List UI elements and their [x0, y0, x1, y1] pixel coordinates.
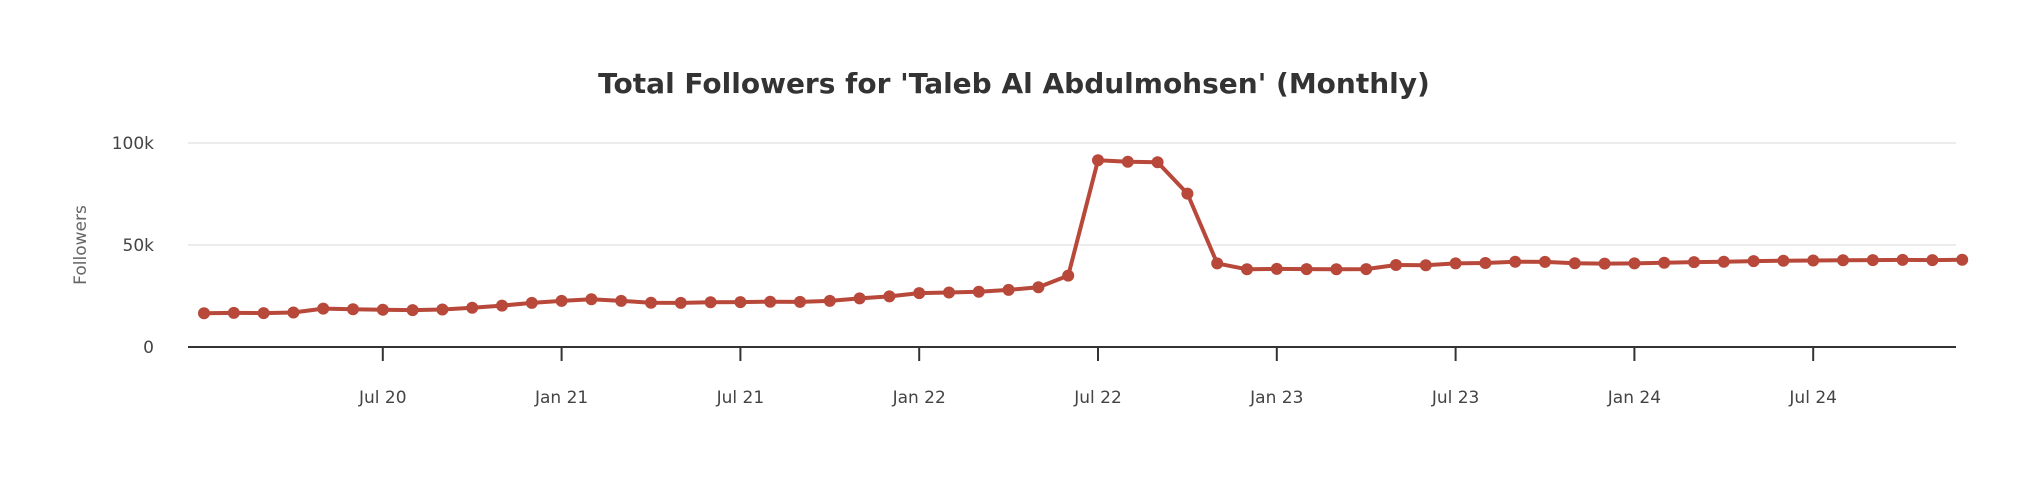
data-point	[1300, 263, 1313, 276]
data-point	[734, 296, 747, 309]
data-point	[1509, 255, 1522, 268]
x-axis-ticks: Jul 20 Jan 21 Jul 21 Jan 22 Jul 22 Jan 23 Jul …	[358, 347, 1837, 408]
data-point	[794, 295, 806, 308]
data-point	[1658, 256, 1671, 269]
y-tick-label: 50k	[123, 236, 155, 256]
data-point	[1717, 255, 1730, 268]
x-tick-label: Jan 23	[1249, 388, 1303, 408]
data-point	[972, 285, 985, 298]
data-point	[1568, 257, 1581, 270]
x-tick-label: Jul 22	[1073, 388, 1122, 408]
data-points	[198, 154, 1969, 320]
data-point	[1092, 154, 1104, 167]
data-point	[1539, 255, 1551, 268]
y-tick-label: 0	[143, 338, 154, 358]
data-point	[645, 296, 657, 309]
data-point	[1121, 155, 1134, 168]
data-point	[1151, 156, 1164, 169]
data-point	[525, 296, 538, 309]
x-tick-label: Jul 23	[1431, 388, 1480, 408]
data-point	[764, 295, 777, 308]
data-point	[1360, 263, 1373, 276]
chart-title: Total Followers for 'Taleb Al Abdulmohse…	[598, 67, 1430, 100]
series-line-followers	[203, 158, 1963, 316]
x-tick-label: Jan 21	[534, 388, 588, 408]
grid-lines	[188, 142, 1956, 246]
data-point	[406, 304, 419, 317]
data-point	[1598, 257, 1611, 270]
y-axis-tick-labels: 0 50k 100k	[112, 134, 154, 358]
data-point	[1747, 255, 1760, 268]
data-point	[1926, 254, 1939, 267]
data-point	[1777, 254, 1790, 267]
data-point	[1419, 259, 1432, 272]
x-tick-label: Jul 20	[358, 388, 407, 408]
data-point	[555, 294, 568, 307]
y-tick-label: 100k	[112, 134, 154, 154]
data-point	[466, 301, 479, 314]
data-point	[1837, 254, 1849, 267]
data-point	[227, 306, 240, 319]
data-point	[257, 307, 270, 320]
data-point	[1896, 253, 1909, 266]
data-point	[704, 296, 717, 309]
data-point	[943, 286, 955, 299]
data-point	[674, 296, 687, 309]
data-point	[823, 294, 836, 307]
x-tick-label: Jul 24	[1788, 388, 1837, 408]
data-point	[1449, 257, 1462, 270]
data-point	[436, 303, 449, 316]
data-point	[1241, 263, 1253, 276]
data-point	[1390, 259, 1402, 271]
y-axis-title: Followers	[71, 205, 91, 285]
data-point	[1866, 254, 1879, 267]
data-point	[198, 307, 210, 320]
data-point	[913, 287, 926, 300]
data-point	[1479, 257, 1492, 269]
data-point	[883, 290, 896, 303]
data-point	[376, 303, 389, 316]
x-tick-label: Jan 24	[1607, 388, 1661, 408]
data-point	[853, 292, 866, 305]
data-point	[1062, 269, 1075, 282]
data-point	[1270, 262, 1283, 275]
data-point	[1002, 283, 1015, 296]
data-point	[347, 303, 359, 316]
data-point	[287, 306, 300, 319]
data-point	[317, 302, 330, 315]
data-point	[615, 294, 628, 307]
x-tick-label: Jan 22	[892, 388, 946, 408]
data-point	[1211, 257, 1224, 270]
data-point	[1032, 281, 1045, 294]
data-point	[585, 293, 598, 306]
data-point	[1688, 256, 1700, 269]
data-point	[1628, 257, 1641, 270]
data-point	[1181, 187, 1194, 200]
data-point	[1330, 263, 1343, 276]
data-point	[1956, 253, 1969, 266]
x-tick-label: Jul 21	[716, 388, 765, 408]
data-point	[496, 299, 508, 312]
data-point	[1807, 254, 1820, 267]
